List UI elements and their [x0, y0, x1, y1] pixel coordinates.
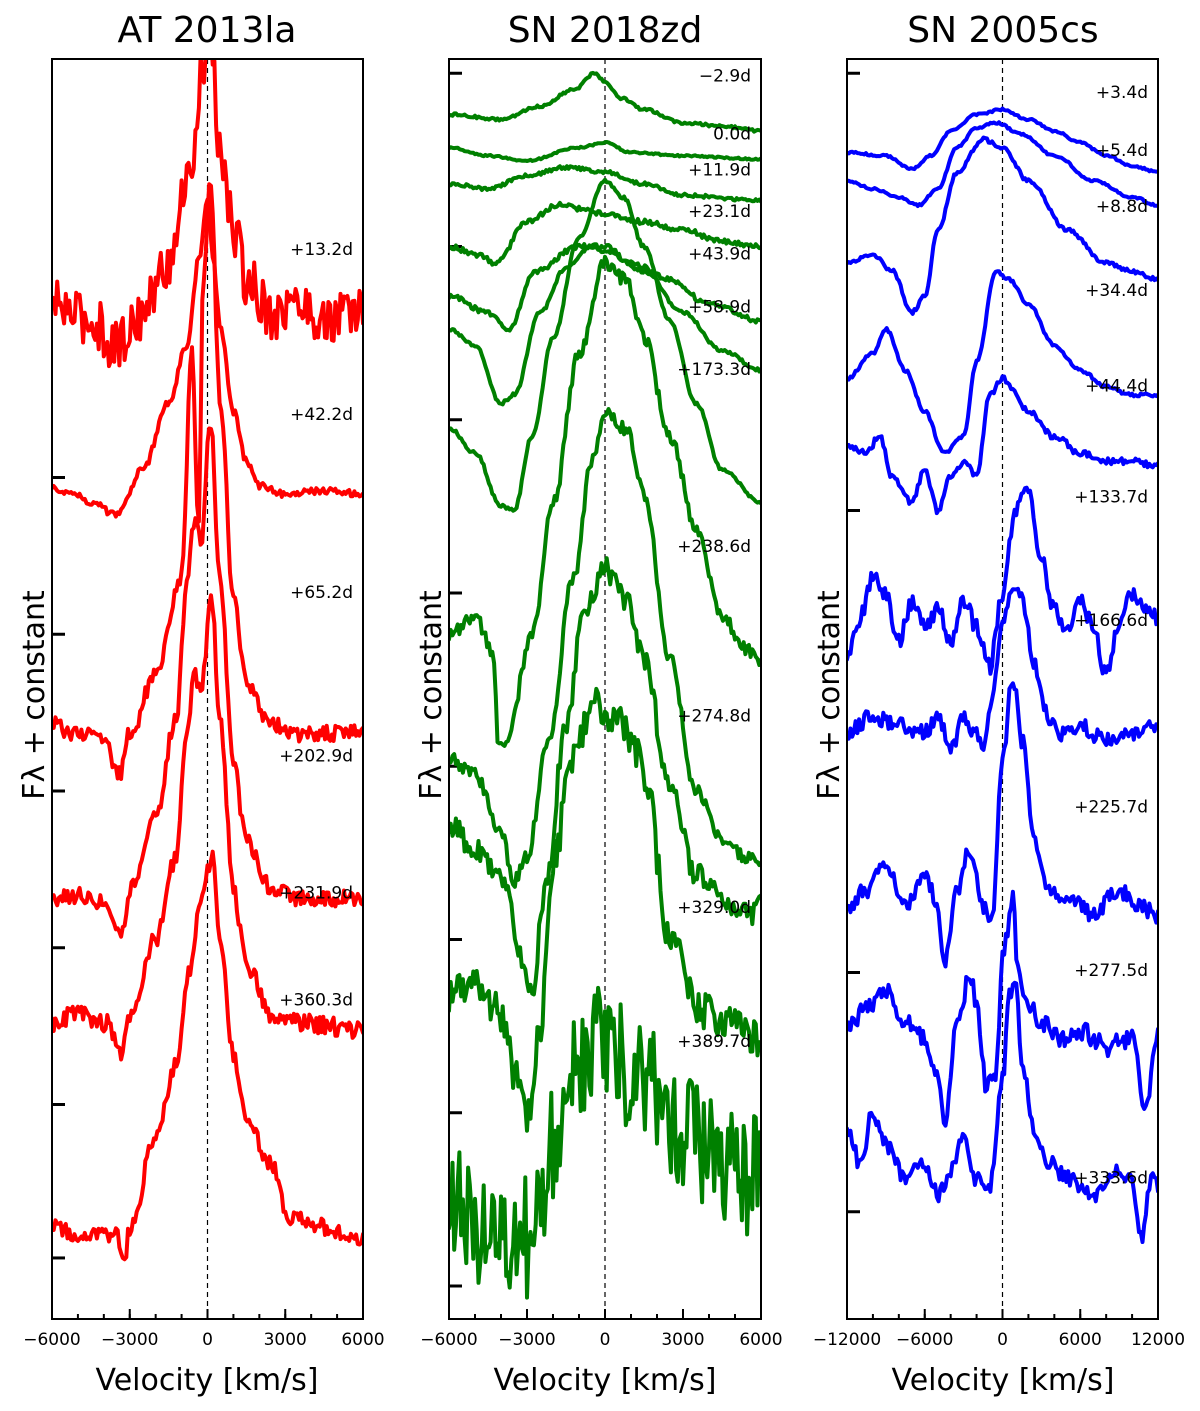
panel-sn2005cs: SN 2005cs +3.4d +5.4d +8.8d +34.4d +44.4d +13…: [813, 10, 1185, 1398]
epoch-label: +58.9d: [688, 298, 751, 318]
x-tick-label: 12000: [1131, 1330, 1185, 1350]
spectrum-line: [847, 485, 1158, 676]
epoch-label: +225.7d: [1074, 797, 1148, 817]
spectrum-line: [847, 269, 1158, 454]
x-tick-label: −12000: [813, 1330, 881, 1350]
epoch-label: +65.2d: [290, 583, 353, 603]
spectrum-line: [449, 556, 761, 997]
spectrum-line: [52, 182, 363, 781]
epoch-label: +333.6d: [1074, 1169, 1148, 1189]
x-tick-label: −6000: [896, 1330, 954, 1350]
epoch-label: +8.8d: [1096, 197, 1148, 217]
epoch-label: 0.0d: [713, 124, 751, 144]
x-tick-label: −6000: [420, 1330, 478, 1350]
epoch-label: +238.6d: [677, 537, 751, 557]
x-axis-label: Velocity [km/s]: [494, 1363, 717, 1398]
epoch-label: +34.4d: [1085, 281, 1148, 301]
spectra-group: [52, 59, 363, 1262]
epoch-label: +360.3d: [279, 991, 353, 1011]
spectrum-line: [847, 374, 1158, 516]
epoch-label: +5.4d: [1096, 141, 1148, 161]
epoch-label: +329.0d: [677, 898, 751, 918]
spectrum-line: [449, 254, 761, 748]
spectrum-line: [847, 120, 1158, 209]
ylabel-panel-1: Fλ + constant: [17, 590, 52, 800]
spectra-group: [449, 70, 761, 1300]
spectrum-line: [449, 164, 761, 204]
panel-plot-area: −2.9d 0.0d +11.9d +23.1d +43.9d +58.9d +173.3d…: [420, 59, 783, 1350]
spectrum-line: [449, 244, 761, 407]
x-tick-label: 3000: [661, 1330, 704, 1350]
epoch-label: +166.6d: [1074, 611, 1148, 631]
x-axis-label: Velocity [km/s]: [892, 1363, 1115, 1398]
epoch-label: +173.3d: [677, 360, 751, 380]
spectrum-line: [52, 849, 363, 1262]
epoch-label: +277.5d: [1074, 961, 1148, 981]
spectrum-line: [449, 407, 761, 889]
epoch-label: +13.2d: [290, 240, 353, 260]
spectrum-line: [52, 593, 363, 1062]
panel-at2013la: AT 2013la +13.2d +42.2d +65.2d +202.9d +231.…: [23, 10, 385, 1398]
x-tick-label: 6000: [1059, 1330, 1102, 1350]
spectrum-line: [847, 586, 1158, 755]
epoch-label: −2.9d: [699, 67, 751, 87]
x-tick-label: 0: [202, 1330, 213, 1350]
spectrum-line: [847, 135, 1158, 316]
x-tick-label: 6000: [739, 1330, 782, 1350]
spectrum-line: [449, 70, 761, 134]
x-axis-label: Velocity [km/s]: [96, 1363, 319, 1398]
panel-plot-area: +13.2d +42.2d +65.2d +202.9d +231.9d +360.3d −…: [23, 59, 385, 1350]
x-tick-label: −6000: [23, 1330, 81, 1350]
epoch-label: +11.9d: [688, 161, 751, 181]
x-tick-label: 0: [600, 1330, 611, 1350]
spectrum-line: [847, 980, 1158, 1244]
x-tick-label: 0: [997, 1330, 1008, 1350]
x-tick-label: 6000: [341, 1330, 384, 1350]
panel-title: SN 2018zd: [508, 10, 703, 51]
x-tick-label: −3000: [498, 1330, 556, 1350]
panel-plot-area: +3.4d +5.4d +8.8d +34.4d +44.4d +133.7d +166.6…: [813, 59, 1185, 1350]
spectrum-line: [52, 426, 363, 939]
epoch-label: +389.7d: [677, 1032, 751, 1052]
panel-frame: [448, 58, 762, 1320]
spectrum-line: [449, 686, 761, 1133]
spectra-group: [847, 106, 1158, 1244]
epoch-label: +23.1d: [688, 202, 751, 222]
epoch-label: +231.9d: [279, 883, 353, 903]
x-tick-label: −3000: [101, 1330, 159, 1350]
epoch-label: +274.8d: [677, 707, 751, 727]
epoch-label: +3.4d: [1096, 83, 1148, 103]
epoch-label: +44.4d: [1085, 377, 1148, 397]
panel-sn2018zd: SN 2018zd −2.9d 0.0d +11.9d +23.1d +43.9d +58…: [420, 10, 782, 1398]
epoch-label: +133.7d: [1074, 487, 1148, 507]
spectrum-line: [847, 889, 1158, 1128]
ylabel-panel-2: Fλ + constant: [414, 590, 449, 800]
spectrum-line: [449, 985, 761, 1300]
panel-title: SN 2005cs: [907, 10, 1098, 51]
spectrum-line: [847, 106, 1158, 174]
spectrum-line: [449, 177, 761, 513]
panel-title: AT 2013la: [118, 10, 297, 51]
x-tick-label: 3000: [264, 1330, 307, 1350]
epoch-label: +202.9d: [279, 746, 353, 766]
panel-frame: [846, 58, 1159, 1320]
epoch-label: +42.2d: [290, 405, 353, 425]
spectrum-line: [449, 242, 761, 333]
panel-frame: [51, 58, 364, 1320]
spectrum-line: [847, 681, 1158, 969]
spectrum-line: [449, 200, 761, 267]
epoch-label: +43.9d: [688, 245, 751, 265]
spectrum-line: [52, 59, 363, 369]
ylabel-panel-3: Fλ + constant: [812, 590, 847, 800]
spectrum-line: [449, 140, 761, 163]
